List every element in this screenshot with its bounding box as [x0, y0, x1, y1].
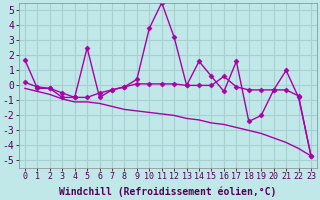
X-axis label: Windchill (Refroidissement éolien,°C): Windchill (Refroidissement éolien,°C)	[59, 187, 277, 197]
